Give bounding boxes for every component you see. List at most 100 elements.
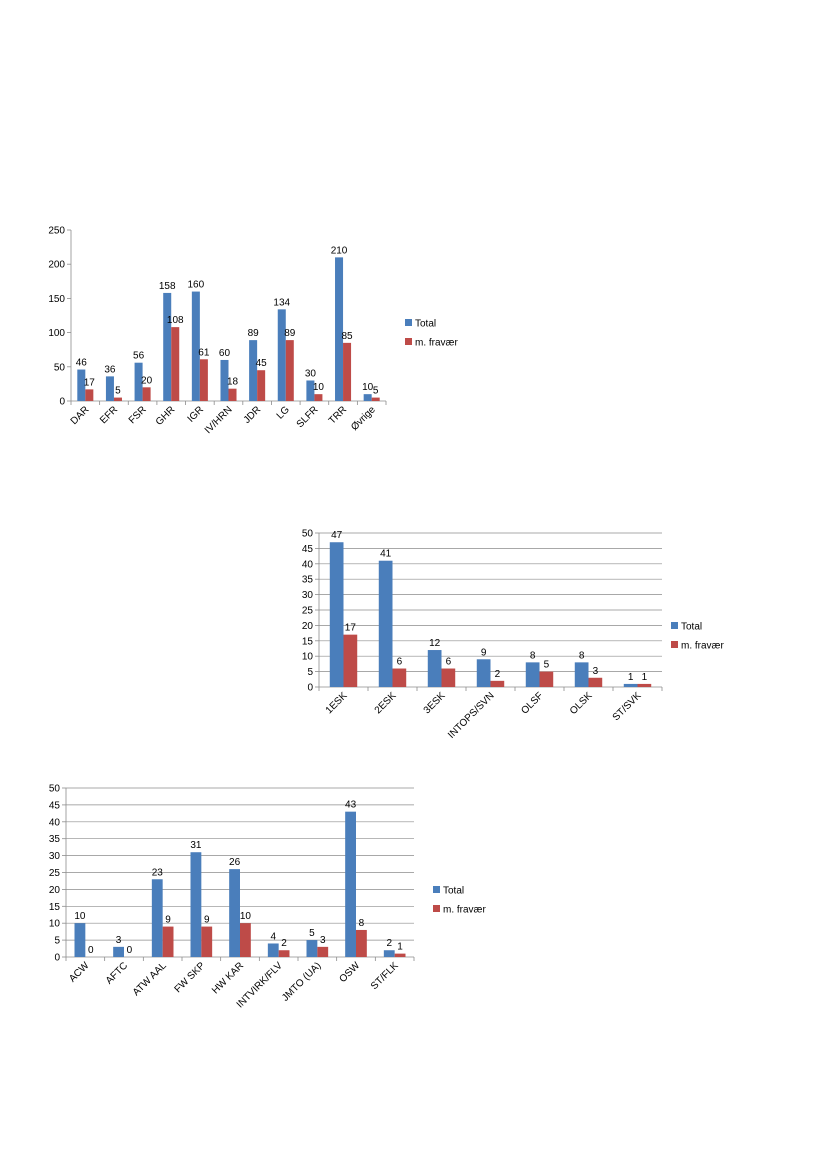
data-label: 158: [159, 281, 176, 292]
data-label: 26: [229, 857, 241, 868]
bar-fravaer: [201, 926, 213, 957]
y-tick-label: 10: [302, 652, 314, 663]
data-label: 10: [313, 382, 325, 393]
data-label: 20: [141, 375, 153, 386]
bar-fravaer: [356, 929, 367, 957]
y-tick-label: 15: [302, 636, 314, 647]
data-label: 6: [397, 657, 403, 668]
data-label: 5: [373, 386, 379, 397]
legend-label: Total: [443, 886, 464, 897]
bar-total: [306, 380, 315, 401]
bar-total: [190, 852, 202, 957]
data-label: 60: [219, 348, 231, 359]
data-label: 1: [628, 672, 634, 683]
data-label: 10: [362, 382, 374, 393]
x-tick-label: ACW: [67, 960, 92, 985]
bar-fravaer: [240, 923, 251, 957]
bar-total: [105, 376, 114, 401]
legend-label: Total: [415, 319, 436, 330]
x-tick-label: HW KAR: [210, 960, 246, 996]
data-label: 9: [165, 915, 171, 926]
y-tick-label: 20: [302, 621, 314, 632]
bar-total: [476, 659, 491, 687]
bar-fravaer: [490, 680, 505, 687]
bar-fravaer: [343, 634, 358, 687]
y-tick-label: 30: [49, 851, 61, 862]
bar-fravaer: [228, 388, 237, 401]
data-label: 2: [386, 938, 392, 949]
y-tick-label: 45: [49, 800, 61, 811]
legend-swatch: [671, 622, 678, 629]
bar-fravaer: [539, 671, 554, 687]
bar-total: [77, 369, 86, 401]
bar-fravaer: [113, 397, 122, 401]
bar-fravaer: [278, 950, 290, 957]
y-tick-label: 5: [307, 667, 313, 678]
data-label: 41: [380, 549, 392, 560]
bar-fravaer: [85, 389, 94, 401]
data-label: 18: [227, 377, 239, 388]
bar-total: [345, 811, 356, 957]
bar-total: [383, 950, 395, 957]
bar-total: [113, 946, 124, 957]
data-label: 8: [530, 650, 536, 661]
bar-total: [267, 943, 279, 957]
bar-total: [74, 923, 86, 957]
bar-total: [134, 362, 143, 401]
data-label: 8: [579, 650, 585, 661]
legend-swatch: [671, 641, 678, 648]
data-label: 12: [429, 638, 441, 649]
bar-fravaer: [171, 327, 180, 401]
bar-fravaer: [394, 953, 406, 957]
bar-fravaer: [343, 342, 352, 401]
bar-fravaer: [637, 683, 652, 687]
y-tick-label: 40: [49, 817, 61, 828]
legend-label: m. fravær: [443, 905, 486, 916]
bar-fravaer: [314, 394, 323, 401]
legend-label: Total: [681, 622, 702, 633]
bar-total: [249, 340, 258, 401]
bar-total: [151, 879, 163, 957]
data-label: 9: [481, 647, 487, 658]
y-tick-label: 45: [302, 544, 314, 555]
bar-total: [329, 542, 344, 687]
data-label: 47: [331, 530, 343, 541]
chart-1: 0501001502002504617DAR365EFR5620FSR15810…: [48, 226, 458, 437]
data-label: 2: [495, 669, 501, 680]
legend-label: m. fravær: [415, 338, 458, 349]
legend-swatch: [405, 319, 412, 326]
bar-fravaer: [142, 387, 151, 401]
data-label: 61: [198, 347, 210, 358]
legend-label: m. fravær: [681, 641, 724, 652]
data-label: 108: [167, 315, 184, 326]
data-label: 1: [642, 672, 648, 683]
y-tick-label: 150: [48, 294, 65, 305]
data-label: 23: [152, 867, 164, 878]
data-label: 89: [248, 328, 260, 339]
data-label: 30: [305, 368, 317, 379]
data-label: 43: [345, 800, 357, 811]
data-label: 4: [270, 931, 276, 942]
x-tick-label: OSW: [337, 960, 362, 985]
data-label: 10: [240, 911, 252, 922]
bar-fravaer: [162, 926, 174, 957]
y-tick-label: 35: [49, 834, 61, 845]
y-tick-label: 0: [59, 397, 65, 408]
bar-total: [306, 940, 318, 957]
y-tick-label: 0: [54, 953, 60, 964]
bar-fravaer: [441, 668, 456, 687]
data-label: 3: [320, 935, 326, 946]
x-tick-label: JMTO (UA): [280, 960, 323, 1003]
data-label: 210: [331, 245, 348, 256]
data-label: 36: [104, 364, 116, 375]
bar-fravaer: [285, 340, 294, 401]
y-tick-label: 35: [302, 575, 314, 586]
data-label: 2: [281, 938, 287, 949]
y-tick-label: 5: [54, 936, 60, 947]
legend-swatch: [433, 905, 440, 912]
bar-fravaer: [588, 677, 603, 687]
bar-total: [163, 292, 172, 401]
y-tick-label: 100: [48, 328, 65, 339]
data-label: 17: [345, 623, 357, 634]
